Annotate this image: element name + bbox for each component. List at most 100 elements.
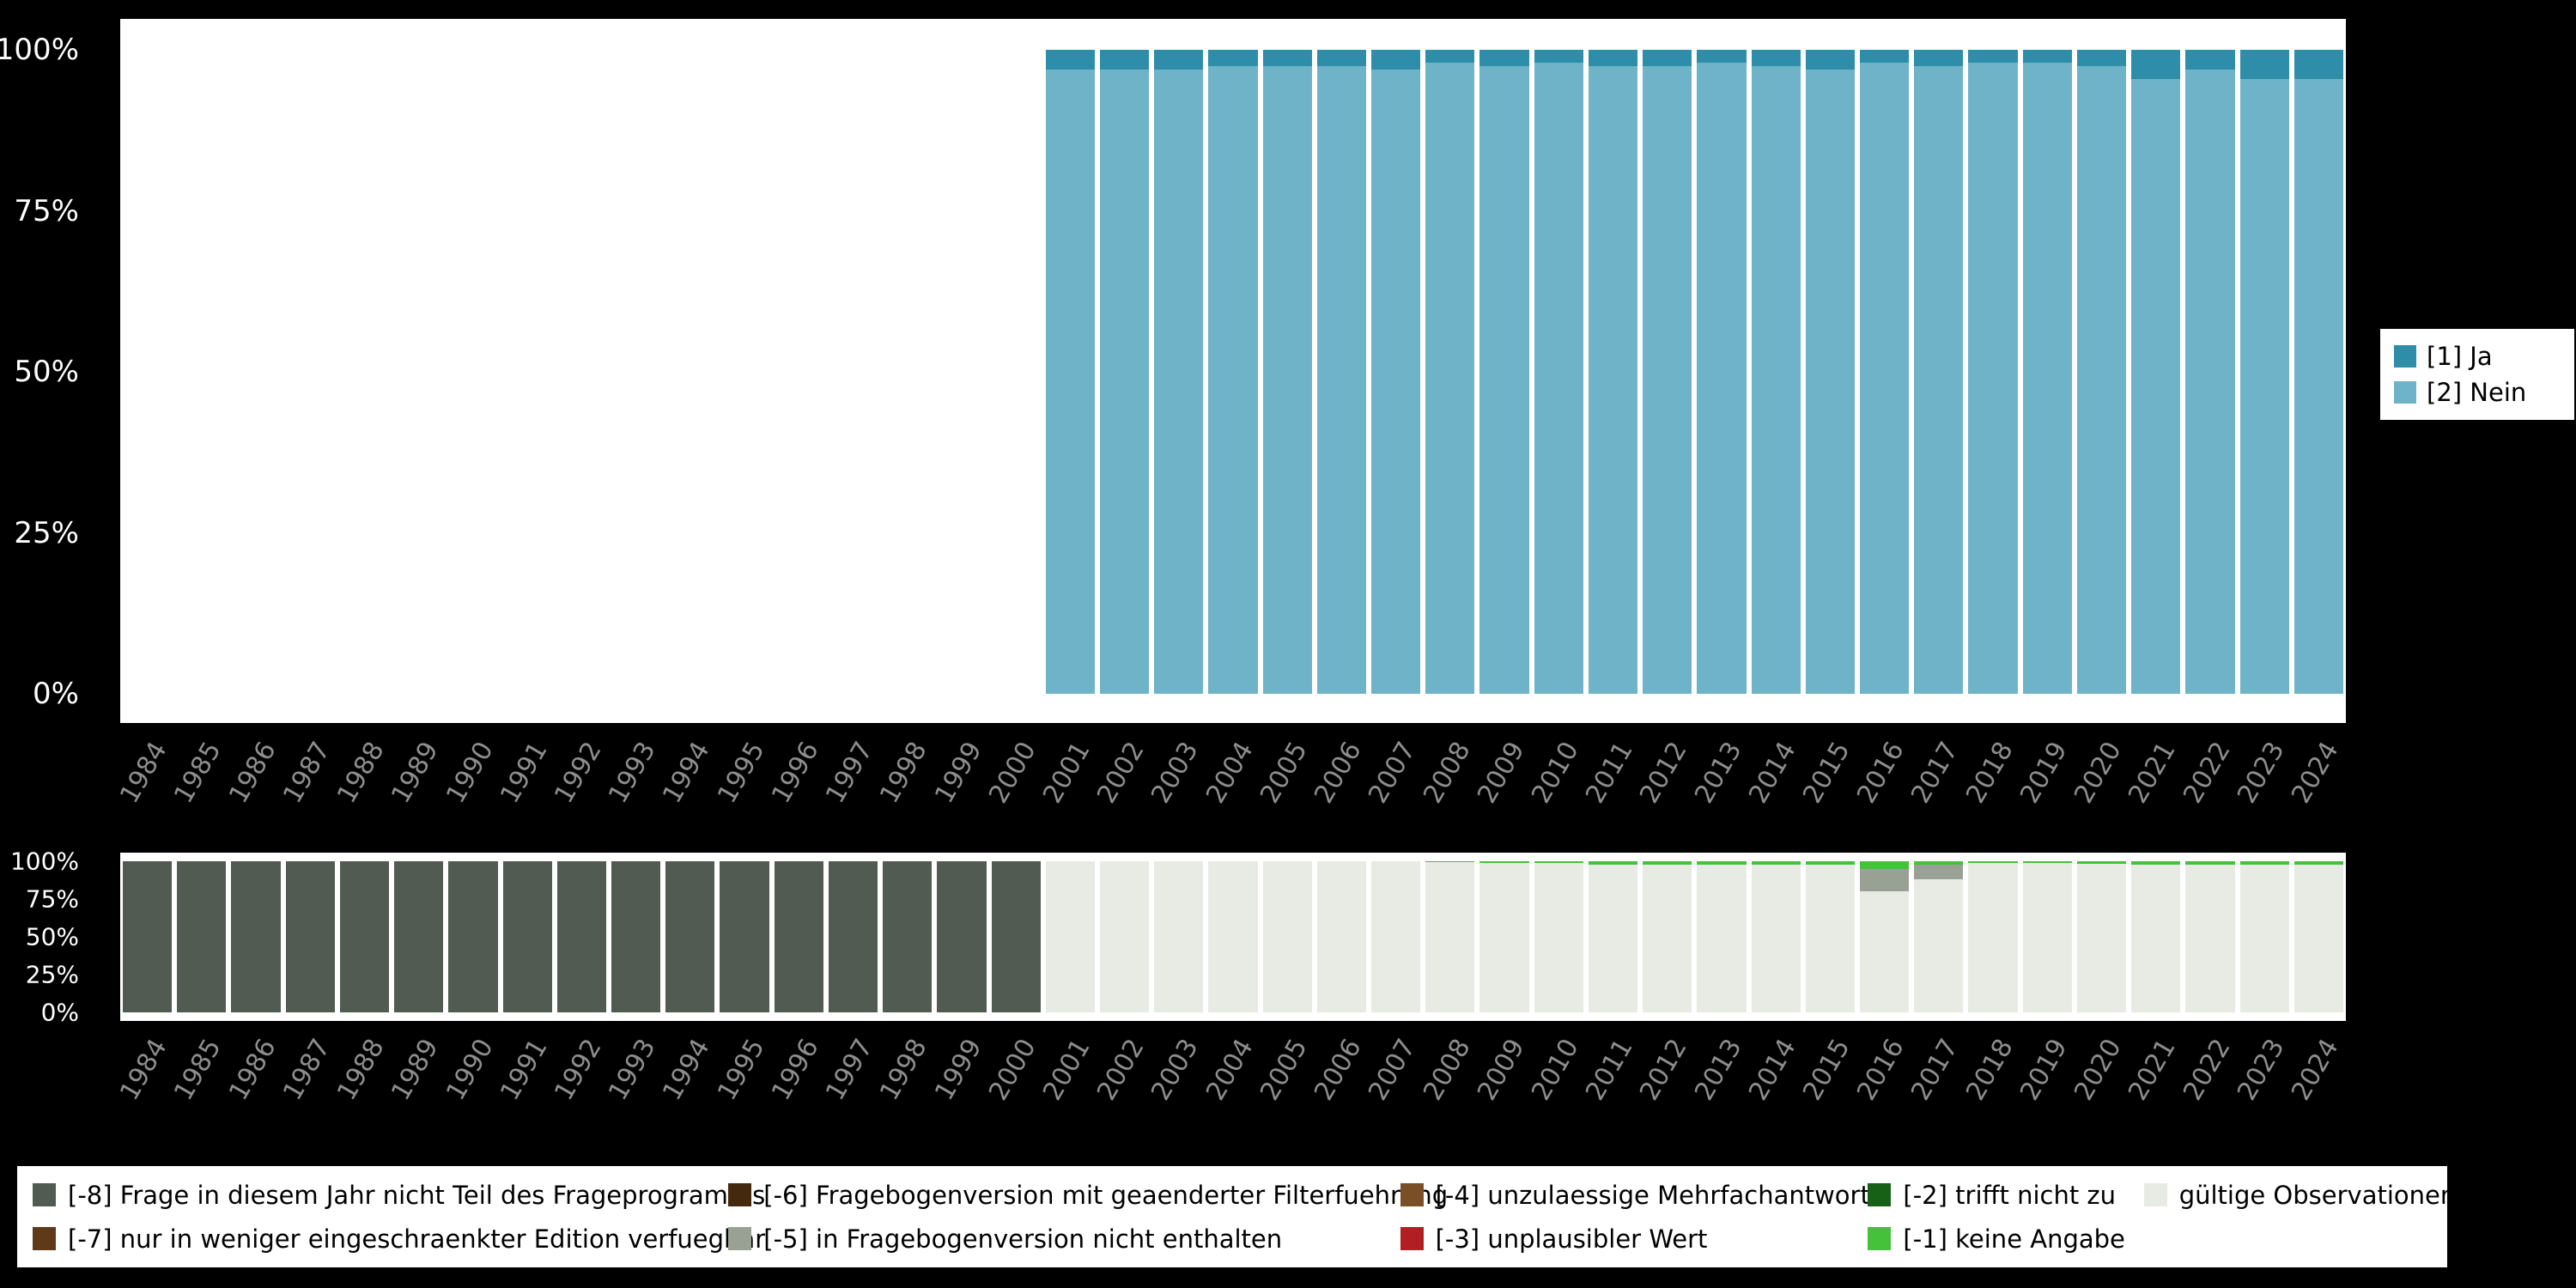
bar-segment <box>1860 891 1910 1012</box>
bar-slot-2022 <box>2183 50 2237 694</box>
x-tick-label: 1990 <box>440 737 500 809</box>
bar-slot-2021 <box>2129 861 2183 1012</box>
bar-segment <box>2076 861 2127 864</box>
bar-segment <box>1697 63 1747 694</box>
x-tick-label: 2021 <box>2123 1034 2183 1106</box>
y-tick-label: 50% <box>25 922 79 951</box>
x-tick-label: 2012 <box>1634 737 1694 809</box>
legend-label: [-1] keine Angabe <box>1903 1224 2125 1254</box>
bar-segment <box>1697 50 1747 63</box>
legend-label: [-5] in Fragebogenversion nicht enthalte… <box>763 1224 1283 1254</box>
legend-label: [-3] unplausibler Wert <box>1435 1224 1708 1254</box>
bar-segment <box>1751 50 1801 66</box>
x-tick-label: 2019 <box>2014 737 2074 809</box>
legend-label: [-7] nur in weniger eingeschraenkter Edi… <box>68 1224 766 1254</box>
x-tick-label: 1995 <box>711 1034 771 1106</box>
bar-segment <box>2293 864 2343 1012</box>
bar-slot-1985 <box>174 861 228 1012</box>
y-tick-label: 25% <box>25 960 79 989</box>
x-tick-label: 2022 <box>2177 1034 2237 1106</box>
x-tick-label: 1991 <box>494 1034 554 1106</box>
bar-segment <box>1425 63 1475 694</box>
bar-slot-1987 <box>283 50 337 694</box>
bar-segment <box>1208 861 1258 1012</box>
x-tick-label: 1985 <box>168 1034 228 1106</box>
x-tick-label: 1989 <box>386 1034 446 1106</box>
legend-swatch <box>2394 345 2416 368</box>
x-tick-label: 1993 <box>603 1034 662 1106</box>
bar-segment <box>2239 50 2289 79</box>
x-tick-label: 1997 <box>820 737 879 809</box>
x-tick-label: 1986 <box>222 1034 283 1106</box>
bar-slot-2013 <box>1694 861 1748 1012</box>
bar-segment <box>1968 861 2018 863</box>
bar-slot-1988 <box>337 50 392 694</box>
bar-segment <box>1262 861 1312 1012</box>
x-tick-label: 1992 <box>549 737 608 809</box>
legend-label: [-4] unzulaessige Mehrfachantwort <box>1435 1180 1870 1210</box>
bar-slot-2006 <box>1315 861 1369 1012</box>
bar-slot-2001 <box>1043 861 1097 1012</box>
bar-segment <box>231 861 281 1012</box>
bar-slot-1991 <box>501 50 555 694</box>
bar-slot-1991 <box>501 861 555 1012</box>
bar-segment <box>2131 864 2181 1012</box>
bar-segment <box>2131 78 2181 694</box>
bar-slot-2009 <box>1477 50 1531 694</box>
bar-segment <box>1479 65 1529 694</box>
bar-segment <box>2131 50 2181 79</box>
bar-segment <box>774 861 823 1012</box>
bar-slot-2016 <box>1857 50 1911 694</box>
answers-chart-plot-area <box>120 19 2346 723</box>
x-tick-label: 2012 <box>1634 1034 1694 1106</box>
bar-segment <box>1643 861 1692 865</box>
bar-segment <box>1154 50 1204 70</box>
bar-slot-2014 <box>1749 50 1803 694</box>
x-tick-label: 2024 <box>2286 1034 2345 1106</box>
x-tick-label: 2009 <box>1471 737 1531 809</box>
x-tick-label: 2004 <box>1200 737 1260 809</box>
x-tick-label: 1997 <box>820 1034 879 1106</box>
x-tick-label: 2002 <box>1091 737 1151 809</box>
bar-segment <box>2185 50 2235 70</box>
bar-slot-2006 <box>1315 50 1369 694</box>
bar-segment <box>1262 50 1312 66</box>
bar-slot-2010 <box>1532 861 1586 1012</box>
bar-slot-1992 <box>555 50 609 694</box>
bar-segment <box>2239 861 2289 865</box>
bar-segment <box>1860 63 1910 694</box>
legend-swatch <box>2394 381 2416 404</box>
bar-segment <box>1154 861 1204 1012</box>
bar-segment <box>1208 65 1258 694</box>
bar-segment <box>1805 50 1855 70</box>
x-tick-label: 2014 <box>1743 737 1802 809</box>
missings-legend: [-8] Frage in diesem Jahr nicht Teil des… <box>17 1166 2456 1267</box>
bar-segment <box>1588 65 1638 694</box>
legend-item: [1] Ja <box>2394 342 2574 371</box>
bar-slot-1993 <box>609 861 663 1012</box>
bar-slot-1990 <box>446 50 500 694</box>
bar-segment <box>2022 862 2072 1012</box>
bar-slot-1985 <box>174 50 228 694</box>
bar-segment <box>1479 50 1529 66</box>
bar-segment <box>1860 868 1910 892</box>
bar-segment <box>2131 861 2181 865</box>
x-tick-label: 1994 <box>657 1034 717 1106</box>
x-tick-label: 2016 <box>1851 737 1911 809</box>
bar-slot-2023 <box>2238 861 2292 1012</box>
y-tick-label: 100% <box>0 33 79 67</box>
bar-segment <box>1805 864 1855 1012</box>
legend-swatch <box>1400 1183 1424 1206</box>
missings-chart-y-axis: 100% 75% 50% 25% 0% <box>0 848 79 1027</box>
bar-slot-2021 <box>2129 50 2183 694</box>
bar-slot-1997 <box>826 861 880 1012</box>
x-tick-label: 2019 <box>2014 1034 2074 1106</box>
bar-segment <box>937 861 987 1012</box>
bar-slot-2007 <box>1369 861 1423 1012</box>
bar-slot-2023 <box>2238 50 2292 694</box>
x-tick-label: 2007 <box>1363 1034 1422 1106</box>
x-tick-label: 2022 <box>2177 737 2237 809</box>
missings-chart-plot-area <box>120 853 2346 1021</box>
legend-item: [-5] in Fragebogenversion nicht enthalte… <box>728 1224 1400 1254</box>
bar-segment <box>2076 863 2127 1012</box>
